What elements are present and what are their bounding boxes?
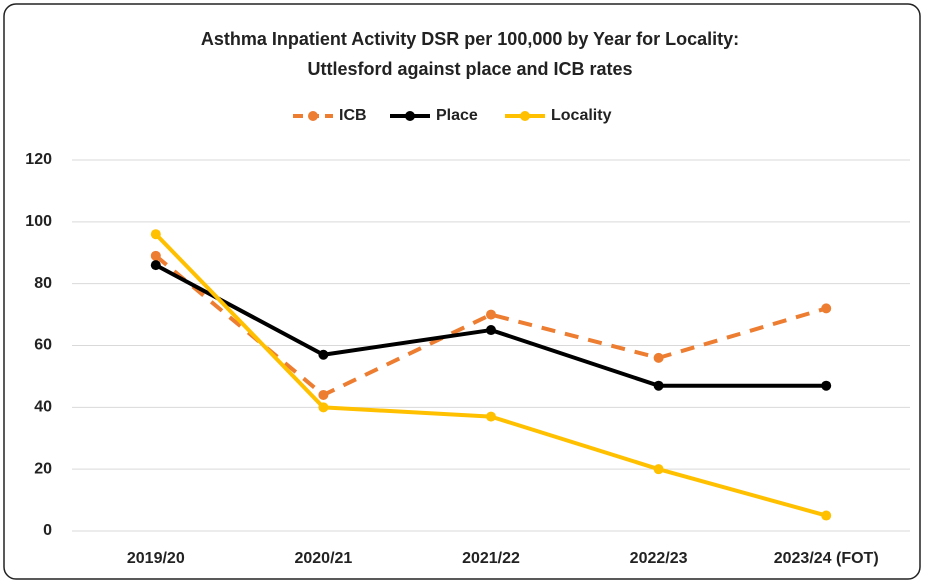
y-tick-label: 100 [25,213,52,230]
y-tick-label: 120 [25,151,52,168]
point [318,389,329,400]
legend-label: ICB [339,107,367,124]
point [821,380,832,391]
point [821,303,832,314]
y-tick-label: 0 [43,522,52,539]
legend-marker [405,111,415,121]
point [486,411,496,422]
y-tick-label: 80 [34,275,52,292]
point [821,510,832,521]
x-tick-label: 2023/24 (FOT) [774,550,879,567]
point [653,352,664,363]
point [486,309,496,320]
point [653,380,664,391]
x-tick-label: 2020/21 [294,550,352,567]
point [486,325,496,336]
y-tick-label: 40 [34,399,52,416]
point [318,402,329,413]
y-tick-label: 60 [34,337,52,354]
point [150,250,161,261]
chart-title: Uttlesford against place and ICB rates [307,59,632,79]
x-tick-label: 2022/23 [630,550,688,567]
legend-marker [520,111,530,121]
legend-marker [308,111,318,121]
point [150,229,161,240]
point [653,464,664,475]
y-tick-label: 20 [34,460,52,477]
x-tick-label: 2021/22 [462,550,520,567]
point [318,349,329,360]
legend-label: Locality [551,107,612,124]
legend-label: Place [436,107,478,124]
point [150,260,161,271]
chart-border [3,3,921,580]
chart-title: Asthma Inpatient Activity DSR per 100,00… [201,29,739,49]
x-tick-label: 2019/20 [127,550,185,567]
